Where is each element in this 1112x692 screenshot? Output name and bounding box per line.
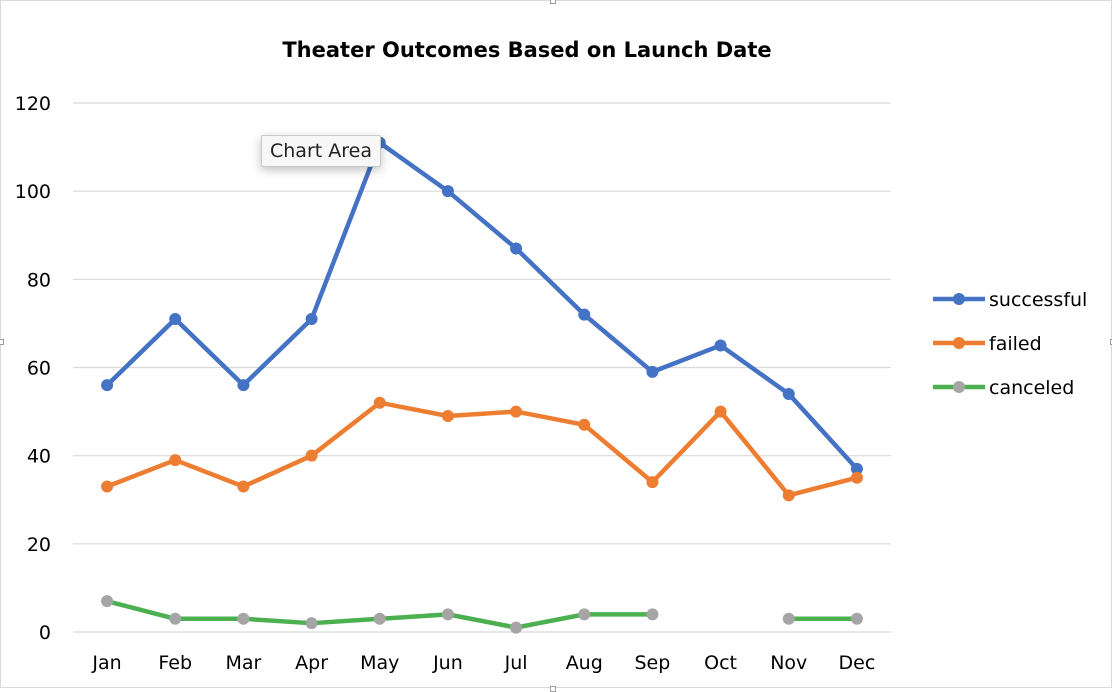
chart-title[interactable]: Theater Outcomes Based on Launch Date xyxy=(282,38,771,62)
data-point-successful-Jul[interactable] xyxy=(510,242,523,255)
data-point-canceled-Jul[interactable] xyxy=(510,621,523,634)
series-successful[interactable] xyxy=(101,136,863,475)
data-point-canceled-Jan[interactable] xyxy=(101,595,114,608)
data-point-canceled-May[interactable] xyxy=(373,612,386,625)
data-point-failed-Sep[interactable] xyxy=(646,476,659,489)
data-point-canceled-Nov[interactable] xyxy=(782,612,795,625)
plot-area[interactable] xyxy=(101,136,863,634)
data-point-successful-Aug[interactable] xyxy=(578,308,591,321)
data-point-successful-Jan[interactable] xyxy=(101,379,114,392)
data-point-failed-Jul[interactable] xyxy=(510,405,523,418)
data-point-failed-Jan[interactable] xyxy=(101,480,114,493)
x-tick-label: Jan xyxy=(91,652,121,674)
legend-label-successful: successful xyxy=(989,289,1087,311)
resize-handle-top[interactable] xyxy=(550,0,556,4)
resize-handle-left[interactable] xyxy=(0,339,4,345)
y-axis-labels: 0 20 40 60 80 100 120 xyxy=(15,93,51,644)
data-point-successful-Nov[interactable] xyxy=(782,387,795,400)
legend[interactable]: successful failed canceled xyxy=(933,289,1087,399)
legend-marker-canceled xyxy=(953,381,965,393)
data-point-failed-Oct[interactable] xyxy=(714,405,727,418)
x-tick-label: Mar xyxy=(225,652,261,674)
legend-entry-canceled[interactable]: canceled xyxy=(933,377,1074,399)
legend-entry-successful[interactable]: successful xyxy=(933,289,1087,311)
gridlines xyxy=(73,102,891,633)
resize-handle-bottom[interactable] xyxy=(550,686,556,692)
data-point-successful-Apr[interactable] xyxy=(305,313,318,326)
y-tick-label: 0 xyxy=(39,622,51,644)
legend-marker-failed xyxy=(953,337,965,349)
x-tick-label: May xyxy=(360,652,399,674)
x-tick-label: Jun xyxy=(432,652,463,674)
series-line-failed[interactable] xyxy=(104,400,860,498)
data-point-canceled-Sep[interactable] xyxy=(646,608,659,621)
legend-entry-failed[interactable]: failed xyxy=(933,333,1042,355)
data-point-successful-Dec[interactable] xyxy=(850,462,863,475)
x-tick-label: Apr xyxy=(295,652,328,674)
y-tick-label: 60 xyxy=(27,358,51,380)
data-point-canceled-Jun[interactable] xyxy=(441,608,454,621)
y-tick-label: 20 xyxy=(27,534,51,556)
data-point-successful-Mar[interactable] xyxy=(237,379,250,392)
data-point-failed-Mar[interactable] xyxy=(237,480,250,493)
legend-label-failed: failed xyxy=(989,333,1042,355)
chart-area-tooltip: Chart Area xyxy=(261,135,381,167)
data-point-successful-Feb[interactable] xyxy=(169,313,182,326)
data-point-failed-Dec[interactable] xyxy=(850,471,863,484)
data-point-successful-Jun[interactable] xyxy=(441,185,454,198)
data-point-canceled-Apr[interactable] xyxy=(305,617,318,630)
data-point-failed-Jun[interactable] xyxy=(441,409,454,422)
x-tick-label: Feb xyxy=(158,652,192,674)
y-tick-label: 120 xyxy=(15,93,51,115)
y-tick-label: 40 xyxy=(27,446,51,468)
data-point-canceled-Feb[interactable] xyxy=(169,612,182,625)
x-tick-label: Jul xyxy=(504,652,528,674)
x-tick-label: Aug xyxy=(566,652,603,674)
legend-label-canceled: canceled xyxy=(989,377,1074,399)
x-tick-label: Nov xyxy=(770,652,807,674)
x-axis-labels: Jan Feb Mar Apr May Jun Jul Aug Sep Oct Nov Dec xyxy=(91,652,875,674)
series-failed[interactable] xyxy=(101,396,863,502)
data-point-failed-Nov[interactable] xyxy=(782,489,795,502)
data-point-failed-Apr[interactable] xyxy=(305,449,318,462)
legend-marker-successful xyxy=(953,293,965,305)
data-point-canceled-Aug[interactable] xyxy=(578,608,591,621)
data-point-failed-Aug[interactable] xyxy=(578,418,591,431)
y-tick-label: 100 xyxy=(15,181,51,203)
series-line-successful[interactable] xyxy=(104,140,860,472)
x-tick-label: Sep xyxy=(635,652,671,674)
x-tick-label: Dec xyxy=(839,652,876,674)
data-point-failed-May[interactable] xyxy=(373,396,386,409)
data-point-successful-Oct[interactable] xyxy=(714,339,727,352)
data-point-failed-Feb[interactable] xyxy=(169,454,182,467)
data-point-successful-Sep[interactable] xyxy=(646,365,659,378)
data-point-canceled-Mar[interactable] xyxy=(237,612,250,625)
series-canceled[interactable] xyxy=(101,595,863,634)
x-tick-label: Oct xyxy=(704,652,737,674)
data-point-canceled-Dec[interactable] xyxy=(850,612,863,625)
resize-handle-right[interactable] xyxy=(1110,339,1112,345)
y-tick-label: 80 xyxy=(27,269,51,291)
